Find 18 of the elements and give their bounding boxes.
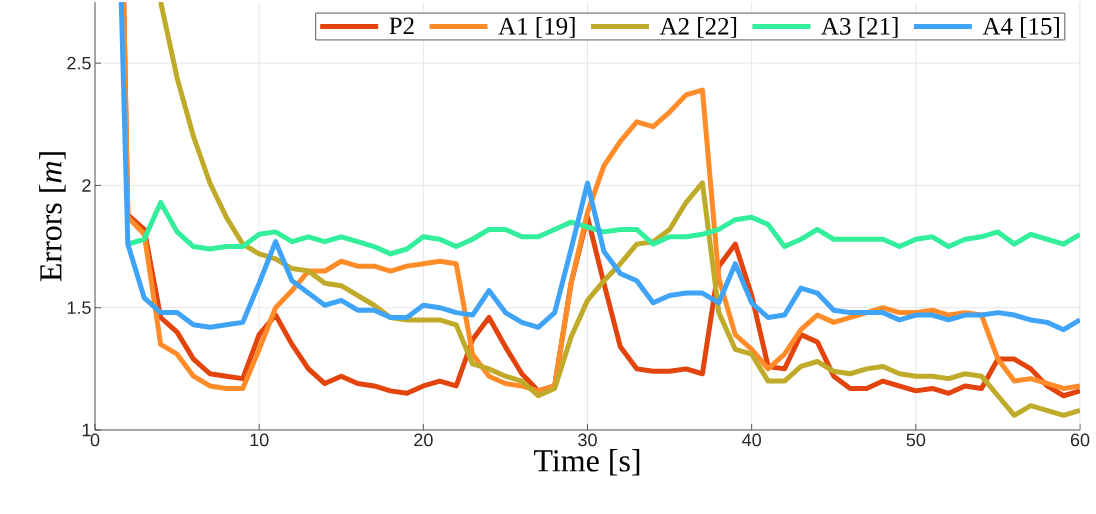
y-axis-title: Errors [m]: [39, 152, 66, 282]
x-axis-title: Time [s]: [533, 449, 640, 476]
legend-label: A4 [15]: [982, 17, 1059, 38]
y-tick-label: 2: [82, 179, 91, 192]
y-tick-label: 2.5: [67, 56, 91, 70]
x-tick-label: 30: [578, 433, 597, 447]
x-tick-label: 50: [906, 433, 926, 447]
x-tick-label: 60: [1070, 433, 1090, 447]
legend-label: A2 [22]: [659, 17, 737, 38]
y-tick-label: 1.5: [67, 301, 91, 314]
x-tick-label: 20: [414, 433, 433, 447]
x-tick-label: 40: [742, 433, 761, 447]
y-tick-label: 1: [82, 423, 91, 437]
x-tick-label: 0: [90, 433, 100, 447]
legend-label: P2: [389, 17, 414, 35]
x-tick-label: 10: [250, 433, 269, 447]
legend-label: A3 [21]: [821, 17, 898, 38]
legend-label: A1 [19]: [498, 17, 575, 38]
